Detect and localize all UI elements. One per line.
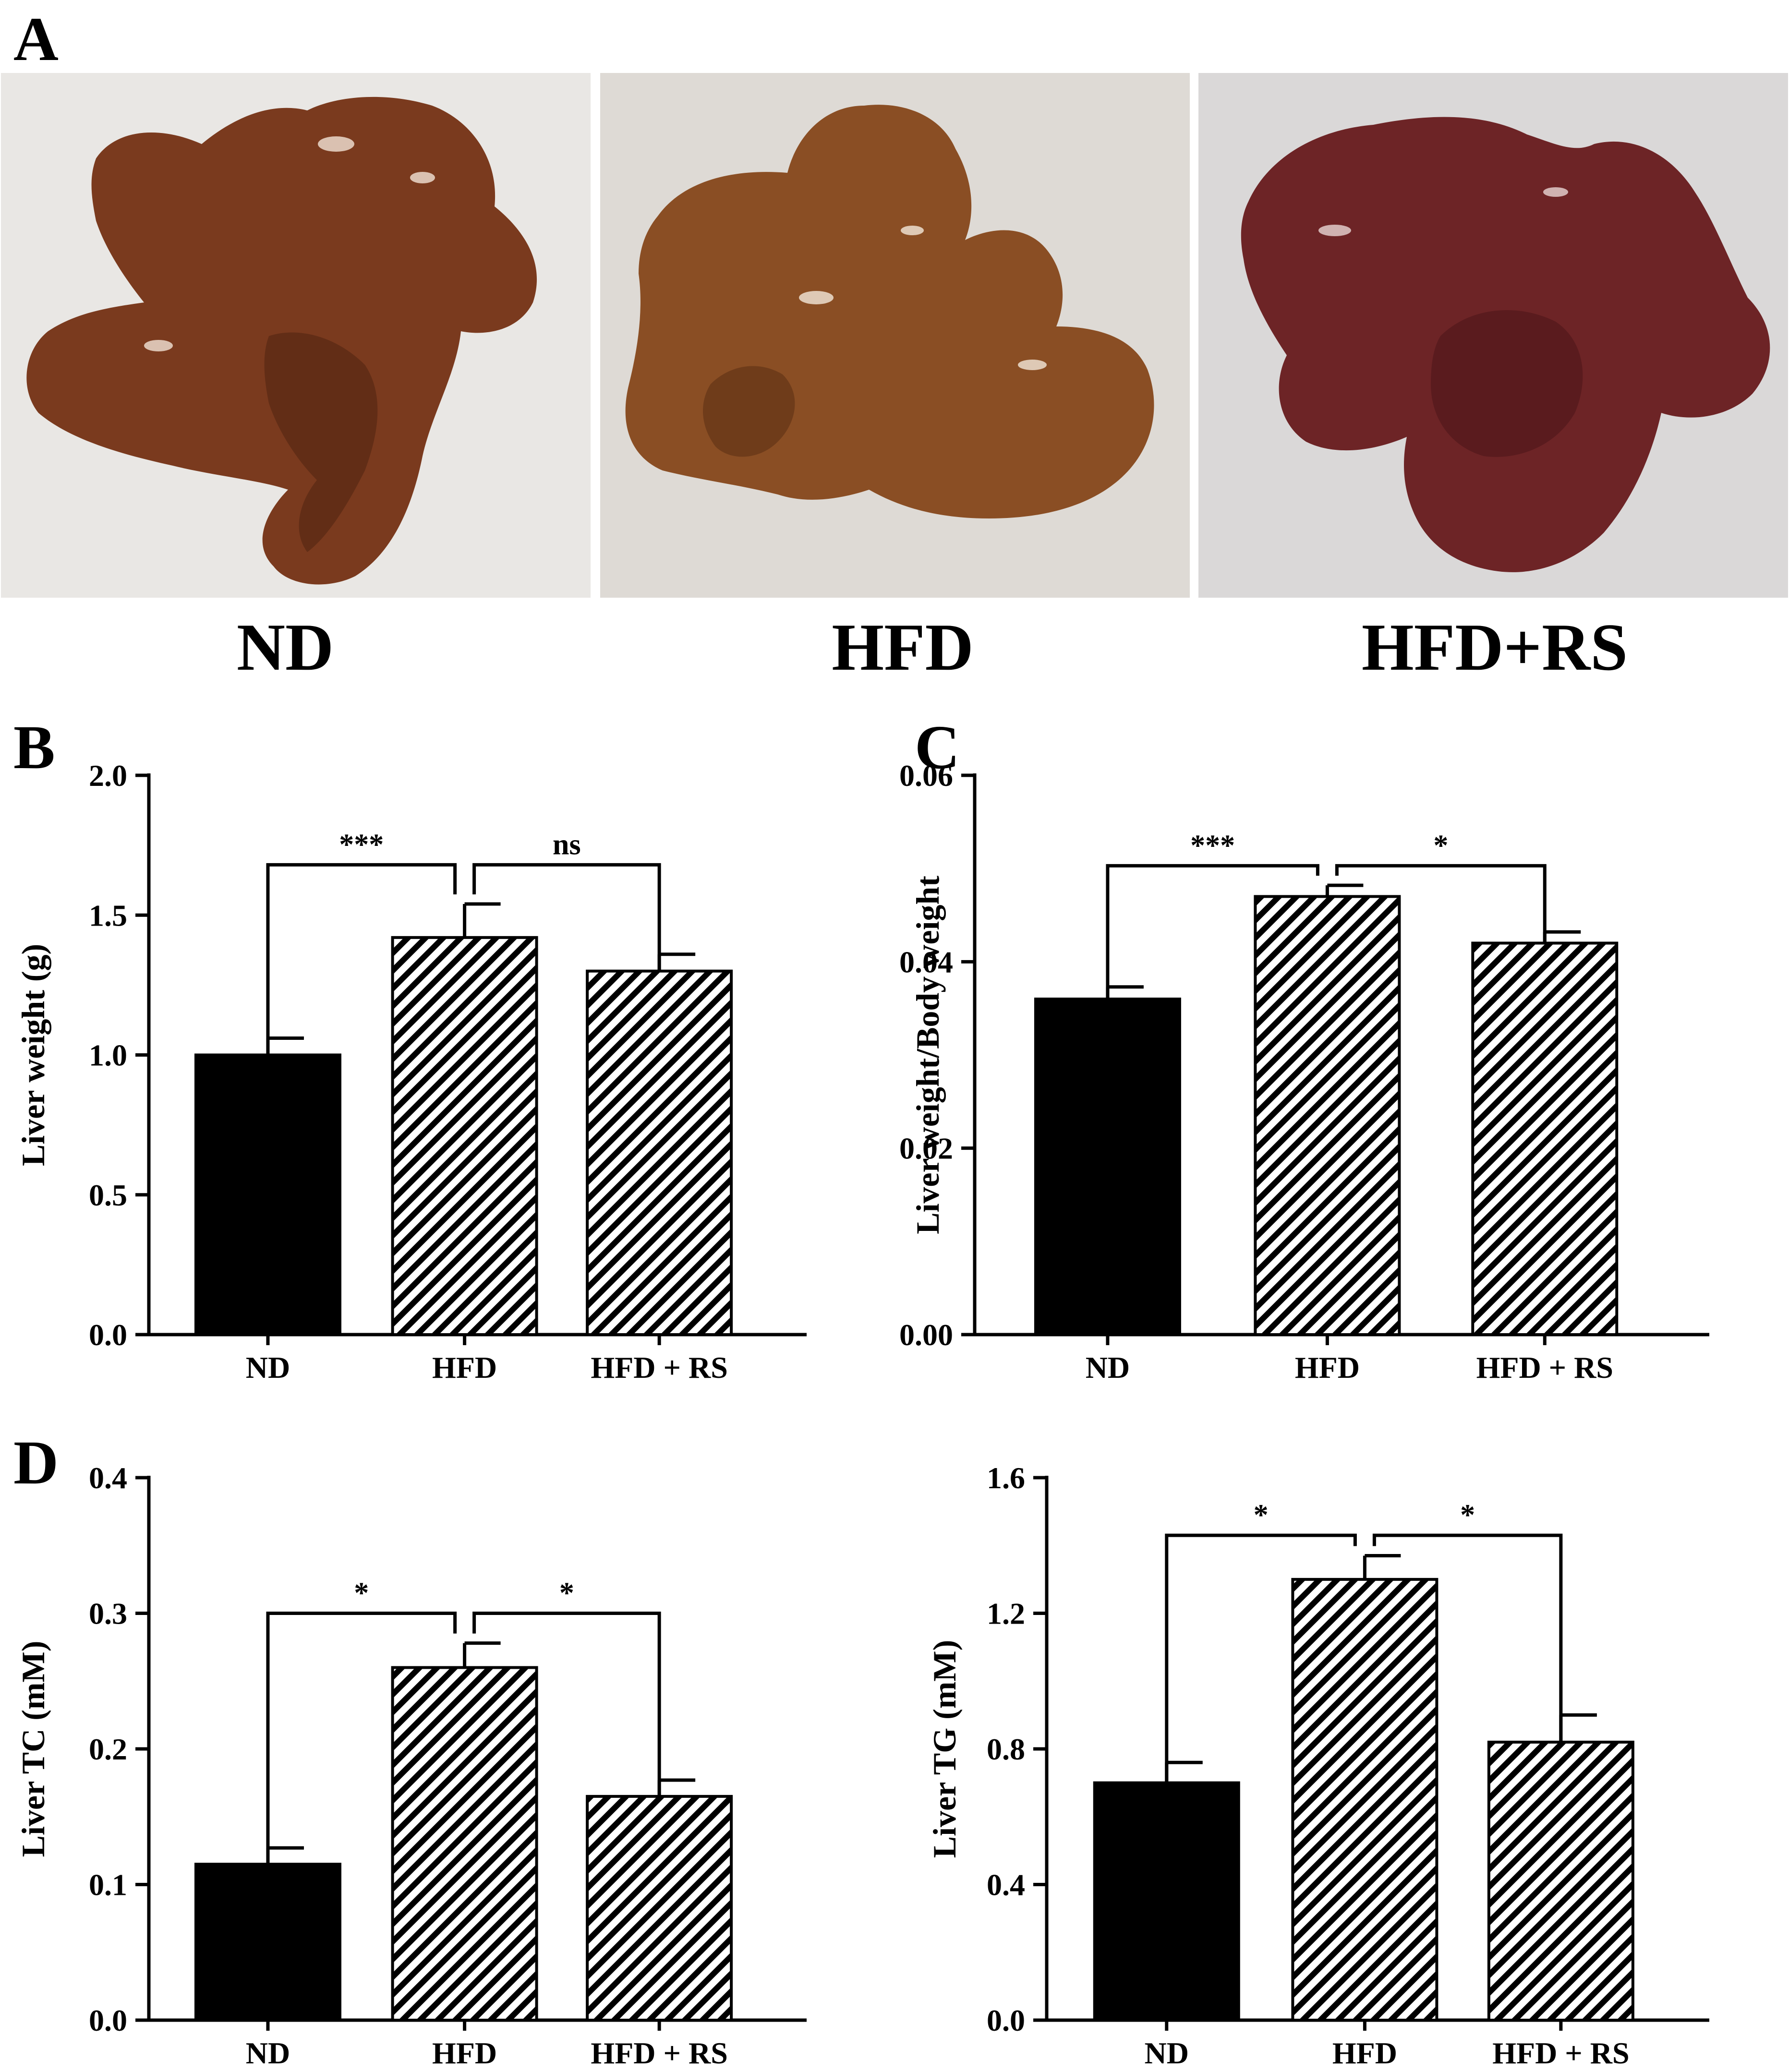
photo-label-hfd-rs: HFD+RS [1362,610,1628,685]
liver-hfd-rs-shine [1543,187,1568,197]
liver-hfd-shine [901,226,924,235]
y-axis-title: Liver TC (mM) [15,1641,51,1857]
x-tick-label: ND [1145,2036,1189,2070]
x-tick-label: ND [246,2036,290,2070]
significance-label: * [1254,1499,1269,1531]
bar-hfd-rs [1471,941,1619,1336]
bar-nd [194,1863,341,2022]
bar-nd [1034,998,1181,1336]
photo-nd [1,73,591,598]
photo-hfd [600,73,1190,598]
significance-bracket [1106,864,1319,999]
significance-label: * [1460,1499,1475,1531]
x-tick-label: HFD + RS [1492,2036,1629,2070]
panel-label-a: A [13,5,59,74]
x-tick-label: HFD [1295,1350,1360,1385]
y-tick-label: 0.5 [89,1178,127,1212]
bar-nd [194,1053,341,1336]
bar-nd [1093,1781,1240,2022]
x-tick-label: HFD [432,2036,497,2070]
significance-label: * [354,1577,369,1610]
significance-bracket [1372,1533,1563,1742]
x-tick-label: ND [246,1350,290,1385]
y-tick-label: 0.4 [987,1868,1025,1902]
photo-label-hfd: HFD [832,610,974,685]
significance-label: * [1433,829,1448,862]
significance-bracket [1335,864,1547,943]
x-tick-label: HFD + RS [591,2036,727,2070]
y-tick-label: 0.3 [89,1597,127,1631]
y-tick-label: 1.5 [89,898,127,932]
y-tick-label: 1.2 [987,1597,1025,1631]
y-tick-label: 0.04 [899,945,953,979]
bar-hfd [1291,1578,1438,2022]
y-tick-label: 2.0 [89,759,127,793]
significance-bracket [266,863,457,1055]
panel-label-d: D [13,1428,59,1497]
x-tick-label: ND [1086,1350,1130,1385]
bar-hfd [391,1666,538,2022]
liver-hfd-shine [1018,360,1047,370]
significance-label: *** [339,828,384,861]
y-tick-label: 0.02 [899,1132,953,1166]
x-tick-label: HFD [1332,2036,1397,2070]
significance-label: * [559,1577,574,1610]
y-tick-label: 1.0 [89,1038,127,1072]
y-axis-title: Liver weight/Body weight [909,876,946,1234]
y-axis-title: Liver weight (g) [15,944,51,1166]
liver-hfd-rs-shine [1318,225,1351,236]
y-tick-label: 0.00 [899,1318,953,1352]
liver-nd-shine [410,172,435,183]
y-tick-label: 0.0 [987,2003,1025,2037]
liver-hfd-shading [702,366,795,457]
liver-nd-shine [144,340,173,351]
y-tick-label: 0.8 [987,1732,1025,1766]
chart-liver-weight: 0.0 0.5 1.0 1.5 2.0 Liver weight (g) ND HFD HFD … [15,759,807,1385]
liver-hfd-shine [799,291,834,304]
panel-label-b: B [13,713,55,782]
liver-nd-shading [264,332,378,552]
bar-hfd-rs [586,969,733,1336]
significance-bracket [472,1612,661,1796]
liver-nd-shine [318,136,354,152]
y-axis-title: Liver TG (mM) [926,1640,963,1858]
significance-bracket [472,863,661,971]
y-tick-label: 0.0 [89,2003,127,2037]
y-tick-label: 0.2 [89,1732,127,1766]
y-tick-label: 0.06 [899,759,953,793]
y-tick-label: 0.1 [89,1868,127,1902]
y-tick-label: 0.4 [89,1461,127,1495]
x-tick-label: HFD + RS [591,1350,727,1385]
significance-bracket [266,1612,457,1865]
x-tick-label: HFD [432,1350,497,1385]
liver-hfd-rs-shading [1431,310,1583,457]
chart-liver-tc: 0.0 0.1 0.2 0.3 0.4 Liver TC (mM) ND HFD HFD + R… [15,1461,807,2070]
significance-label: *** [1190,829,1235,862]
panel-label-c: C [915,713,960,782]
y-tick-label: 0.0 [89,1318,127,1352]
significance-bracket [1165,1533,1357,1783]
bar-hfd-rs [586,1795,733,2022]
photo-hfd-rs [1198,73,1788,598]
significance-label: ns [553,828,581,861]
x-tick-label: HFD + RS [1476,1350,1613,1385]
bar-hfd [391,936,538,1336]
bar-hfd-rs [1487,1740,1634,2022]
y-tick-label: 1.6 [987,1461,1025,1495]
photo-label-nd: ND [237,610,334,685]
chart-liver-body-weight-ratio: 0.00 0.02 0.04 0.06 Liver weight/Body weight… [899,759,1709,1385]
chart-liver-tg: 0.0 0.4 0.8 1.2 1.6 Liver TG (mM) ND HFD HFD + R… [926,1461,1709,2070]
bar-hfd [1254,895,1401,1336]
